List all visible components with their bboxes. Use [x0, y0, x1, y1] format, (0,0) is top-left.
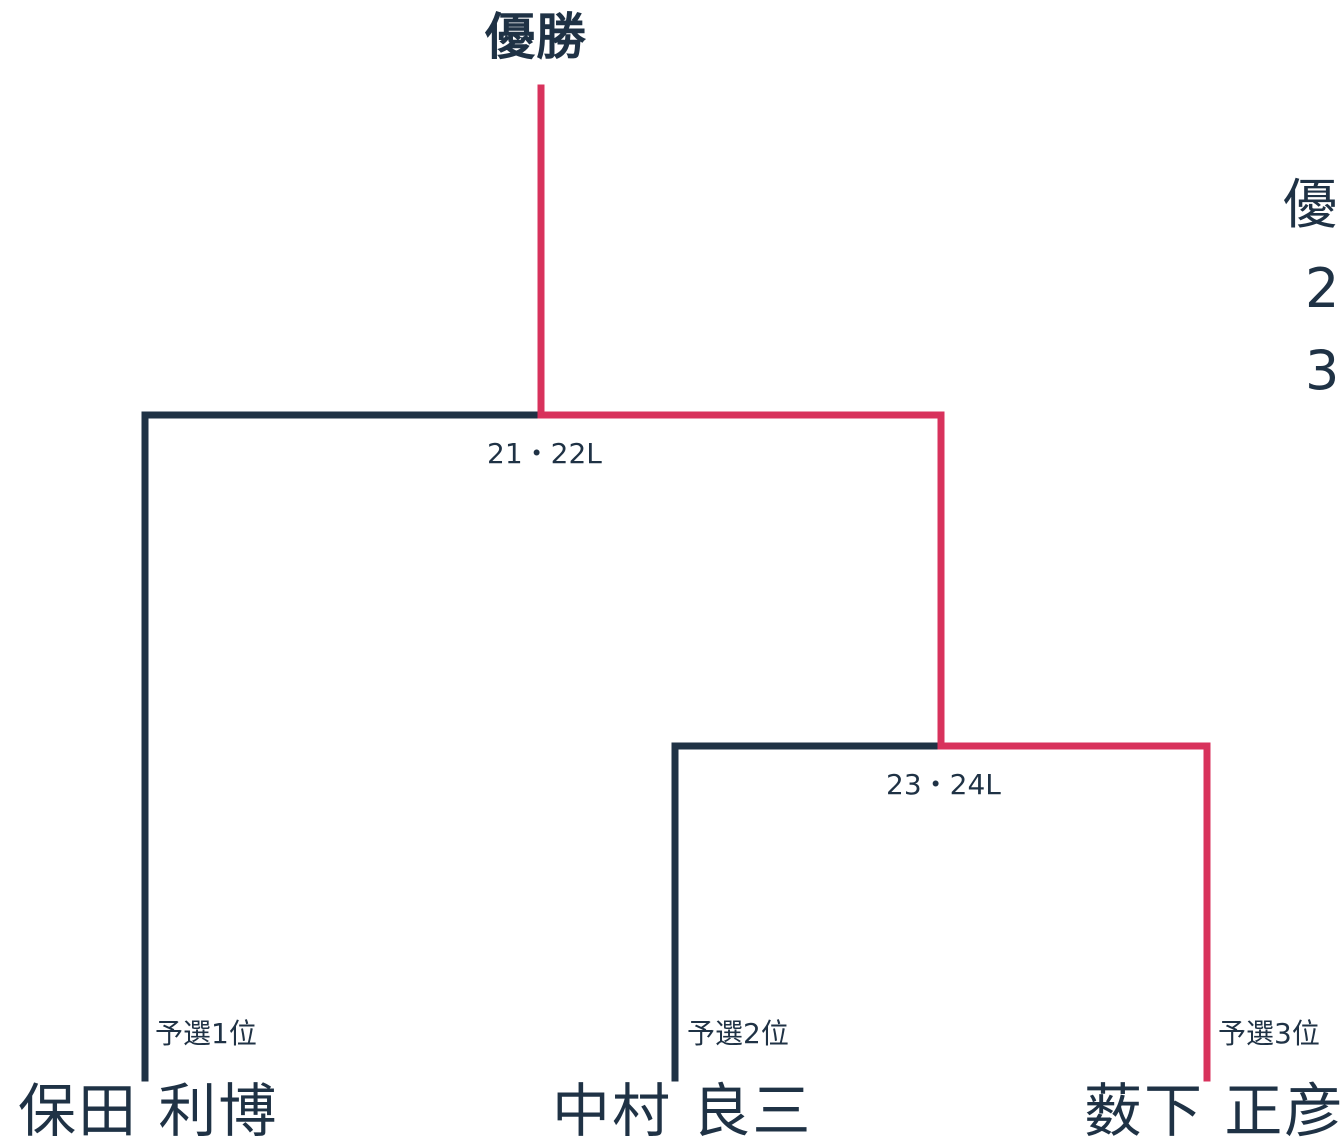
bracket-losing-paths	[141, 411, 945, 1082]
match-label-final: 21・22L	[487, 437, 602, 470]
side-legend-line-2: 2	[1305, 257, 1340, 320]
seed-label-player-2: 予選2位	[687, 1017, 789, 1050]
bracket-line-player-1	[141, 411, 545, 1082]
seed-label-player-3: 予選3位	[1218, 1017, 1320, 1050]
player-name-3: 薮下 正彦	[1084, 1077, 1342, 1145]
champion-title: 優勝	[485, 8, 587, 66]
side-legend-line-1: 優	[1283, 173, 1337, 236]
bracket-line-player-3	[937, 742, 1211, 1082]
player-name-1: 保田 利博	[18, 1077, 279, 1145]
bracket-winning-path	[537, 84, 1211, 1082]
bracket-line-player-2	[671, 742, 945, 1082]
seed-label-player-1: 予選1位	[155, 1017, 257, 1050]
match-label-semifinal: 23・24L	[886, 768, 1001, 801]
side-legend-line-3: 3	[1305, 339, 1340, 402]
player-name-2: 中村 良三	[552, 1077, 813, 1145]
bracket-line-semifinal-winner	[537, 411, 945, 750]
